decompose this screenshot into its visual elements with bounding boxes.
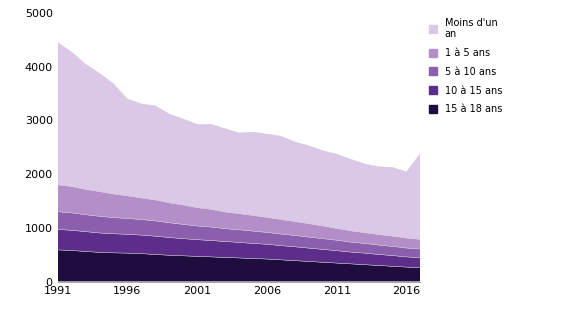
Legend: Moins d'un
an, 1 à 5 ans, 5 à 10 ans, 10 à 15 ans, 15 à 18 ans: Moins d'un an, 1 à 5 ans, 5 à 10 ans, 10… [429,18,502,114]
